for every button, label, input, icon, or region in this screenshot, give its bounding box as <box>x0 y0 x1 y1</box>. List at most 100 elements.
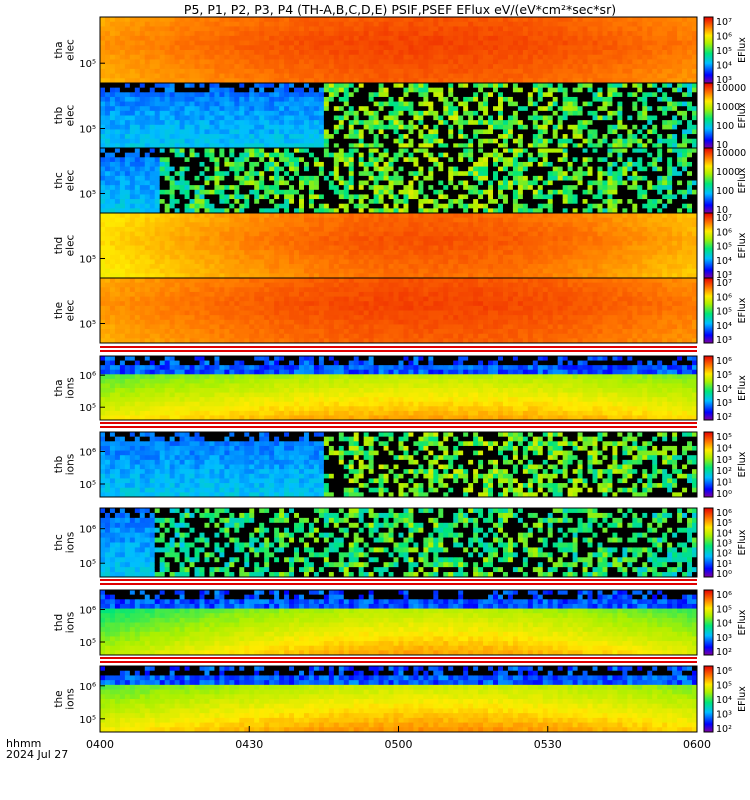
colorbar-tick-label: 10² <box>716 647 732 658</box>
colorbar-tick-label: 10000 <box>716 83 746 94</box>
colorbar: 10³ 10⁴ 10⁵ 10⁶ 10⁷ EFlux <box>703 212 748 281</box>
colorbar-tick-label: 10³ <box>716 270 732 281</box>
colorbar-tick-label: 10⁶ <box>716 666 732 677</box>
colorbar-tick-label: 10 <box>716 140 728 151</box>
colorbar-tick-label: 10³ <box>716 710 732 721</box>
colorbar: 10³ 10⁴ 10⁵ 10⁶ 10⁷ EFlux <box>703 16 748 86</box>
colorbar-tick-label: 10⁶ <box>716 590 732 601</box>
y-tick-label: 10⁵ <box>79 320 96 331</box>
colorbar-title: EFlux <box>737 232 748 258</box>
colorbar-tick-label: 10⁶ <box>716 508 732 519</box>
colorbar-tick-label: 1000 <box>716 102 740 113</box>
colorbar-tick-label: 10⁵ <box>716 370 732 381</box>
y-tick-label: 10⁵ <box>79 190 96 201</box>
y-tick-label: 10⁵ <box>79 403 96 414</box>
colorbar-tick-label: 10⁰ <box>716 569 732 580</box>
colorbar-tick-label: 10⁶ <box>716 356 732 367</box>
colorbar-title: EFlux <box>737 375 748 401</box>
panel-y-label: theelec <box>53 299 77 321</box>
colorbar-tick-label: 10⁴ <box>716 61 732 72</box>
colorbar: 10 100 1000 10000 EFlux <box>703 147 748 216</box>
colorbar: 10² 10³ 10⁴ 10⁵ 10⁶ EFlux <box>703 355 748 423</box>
colorbar-title: EFlux <box>737 686 748 712</box>
y-tick-label: 10⁶ <box>79 448 96 459</box>
colorbar-tick-label: 10⁶ <box>716 227 732 238</box>
colorbar-tick-label: 10¹ <box>716 478 732 489</box>
colorbar-tick-label: 100 <box>716 121 734 132</box>
y-tick-label: 10⁵ <box>79 480 96 491</box>
colorbar-tick-label: 10⁵ <box>716 681 732 692</box>
colorbar-tick-label: 10 <box>716 205 728 216</box>
separator-bar <box>100 346 697 352</box>
colorbar-tick-label: 10⁶ <box>716 292 732 303</box>
y-tick-label: 10⁶ <box>79 682 96 693</box>
colorbar-tick-label: 100 <box>716 186 734 197</box>
panel-y-label: thbions <box>53 454 77 475</box>
colorbar-tick-label: 10⁷ <box>716 213 732 224</box>
y-tick-label: 10⁶ <box>79 525 96 536</box>
colorbar-tick-label: 10⁵ <box>716 242 732 253</box>
colorbar-tick-label: 10² <box>716 466 732 477</box>
panel-y-label: thaions <box>53 377 77 398</box>
colorbar-tick-label: 1000 <box>716 167 740 178</box>
colorbar-tick-label: 10³ <box>716 455 732 466</box>
separator-bar <box>100 657 697 663</box>
y-tick-label: 10⁵ <box>79 59 96 70</box>
colorbar-title: EFlux <box>737 451 748 477</box>
separator-bar <box>100 579 697 585</box>
y-tick-label: 10⁶ <box>79 606 96 617</box>
colorbar-title: EFlux <box>737 609 748 635</box>
colorbar-title: EFlux <box>737 297 748 323</box>
time-tick-label: 0600 <box>683 738 711 751</box>
colorbar-tick-label: 10⁴ <box>716 695 732 706</box>
separator-bar <box>100 422 697 428</box>
colorbar-tick-label: 10³ <box>716 75 732 86</box>
colorbar-tick-label: 10⁶ <box>716 32 732 43</box>
colorbar-tick-label: 10⁵ <box>716 518 732 529</box>
y-tick-label: 10⁵ <box>79 125 96 136</box>
colorbar-tick-label: 10⁷ <box>716 17 732 28</box>
y-tick-label: 10⁵ <box>79 559 96 570</box>
y-tick-label: 10⁶ <box>79 371 96 382</box>
colorbar-tick-label: 10² <box>716 412 732 423</box>
colorbar-tick-label: 10³ <box>716 633 732 644</box>
colorbar-title: EFlux <box>737 37 748 63</box>
y-tick-label: 10⁵ <box>79 715 96 726</box>
colorbar-tick-label: 10⁴ <box>716 321 732 332</box>
colorbar-tick-label: 10⁷ <box>716 278 732 289</box>
colorbar-tick-label: 10³ <box>716 539 732 550</box>
colorbar-tick-label: 10⁴ <box>716 619 732 630</box>
date-label: 2024 Jul 27 <box>6 748 68 761</box>
figure-title: P5, P1, P2, P3, P4 (TH-A,B,C,D,E) PSIF,P… <box>184 2 616 17</box>
panel-y-label: thbelec <box>53 104 77 126</box>
panels-group: thaelec10⁵10³10⁴10⁵10⁶10⁷EFluxthbelec10⁵… <box>53 16 748 735</box>
colorbar-tick-label: 10³ <box>716 398 732 409</box>
colorbar-title: EFlux <box>737 167 748 193</box>
colorbar-tick-label: 10⁰ <box>716 489 732 500</box>
colorbar-title: EFlux <box>737 529 748 555</box>
colorbar: 10² 10³ 10⁴ 10⁵ 10⁶ EFlux <box>703 589 748 658</box>
panel-y-label: thcions <box>53 532 77 553</box>
panel-y-label: thaelec <box>53 39 77 61</box>
colorbar-tick-label: 10⁵ <box>716 604 732 615</box>
y-tick-label: 10⁵ <box>79 255 96 266</box>
panel-y-label: theions <box>53 688 77 709</box>
colorbar-tick-label: 10⁵ <box>716 46 732 57</box>
colorbar-tick-label: 10² <box>716 724 732 735</box>
time-tick-label: 0430 <box>235 738 263 751</box>
panel-y-label: thcelec <box>53 169 77 191</box>
colorbar-tick-label: 10⁴ <box>716 256 732 267</box>
colorbar-title: EFlux <box>737 102 748 128</box>
time-tick-label: 0530 <box>534 738 562 751</box>
